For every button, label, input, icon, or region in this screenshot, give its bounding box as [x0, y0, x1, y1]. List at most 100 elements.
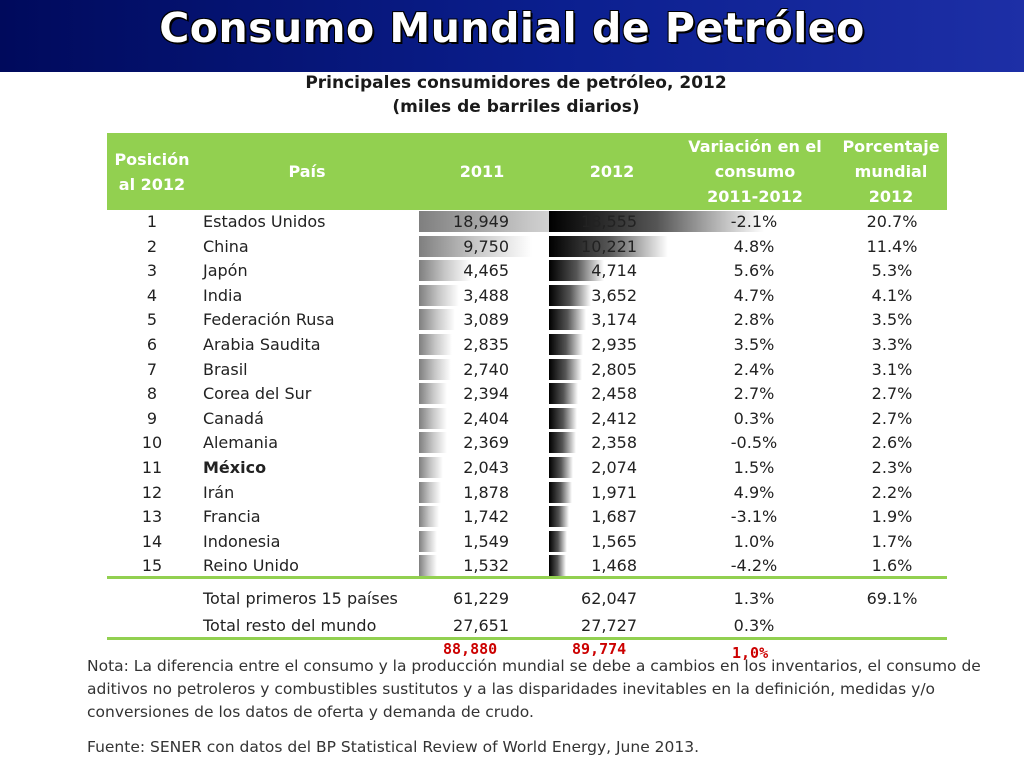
- value-2011-cell: 2,394: [463, 384, 509, 404]
- header-porcentaje: Porcentaje mundial 2012: [831, 134, 951, 209]
- country-cell: Irán: [203, 482, 235, 502]
- variation-cell: -3.1%: [730, 507, 778, 527]
- country-cell: México: [203, 458, 267, 477]
- total-variacion: 1.3%: [733, 589, 775, 608]
- value-2011-cell: 4,465: [463, 261, 509, 281]
- table-row: 2 China 9,750 10,221 4.8% 11.4%: [107, 235, 947, 259]
- country-cell: Corea del Sur: [203, 384, 312, 404]
- bar-2012: [549, 407, 577, 429]
- position-cell: 3: [146, 261, 158, 281]
- country-cell: Reino Unido: [203, 556, 299, 576]
- value-2012-cell: 4,714: [591, 261, 637, 281]
- percent-cell: 3.1%: [871, 359, 913, 379]
- totals-divider: [107, 576, 947, 579]
- bar-2012: [549, 260, 604, 282]
- header-porcentaje-line1: Porcentaje: [842, 137, 940, 156]
- note-paragraph: Nota: La diferencia entre el consumo y l…: [87, 655, 981, 724]
- bar-2011: [419, 530, 437, 552]
- country-cell: Alemania: [203, 433, 279, 453]
- bar-2012: [549, 506, 569, 528]
- table-row: 4 India 3,488 3,652 4.7% 4.1%: [107, 284, 947, 308]
- variation-cell: 4.9%: [733, 482, 775, 502]
- total-2012: 62,047: [581, 589, 637, 608]
- country-cell: Estados Unidos: [203, 212, 326, 231]
- bar-2012: [549, 432, 577, 454]
- header-porcentaje-line2: mundial: [854, 162, 928, 181]
- header-2012: 2012: [589, 162, 635, 181]
- table-row: 15 Reino Unido 1,532 1,468 -4.2% 1.6%: [107, 554, 947, 578]
- variation-cell: 1.0%: [733, 531, 775, 551]
- position-cell: 13: [141, 507, 163, 527]
- value-2011-cell: 2,369: [463, 433, 509, 453]
- header-variacion: Variación en el consumo 2011-2012: [687, 134, 823, 209]
- variation-cell: 0.3%: [733, 408, 775, 428]
- percent-cell: 4.1%: [871, 285, 913, 305]
- table-bottom-rule: [107, 637, 947, 640]
- table-row: 6 Arabia Saudita 2,835 2,935 3.5% 3.3%: [107, 333, 947, 357]
- bar-2012: [549, 383, 578, 405]
- country-cell: India: [203, 285, 243, 305]
- value-2011-cell: 1,878: [463, 482, 509, 502]
- percent-cell: 2.7%: [871, 408, 913, 428]
- value-2012-cell: 2,412: [591, 408, 637, 428]
- percent-cell: 11.4%: [866, 236, 918, 256]
- table-row: 1 Estados Unidos 18,949 18,555 -2.1% 20.7%: [107, 210, 947, 234]
- bar-2012: [549, 334, 584, 355]
- variation-cell: 2.4%: [733, 359, 775, 379]
- table-row: 12 Irán 1,878 1,971 4.9% 2.2%: [107, 481, 947, 505]
- note-line: conversiones de los datos de oferta y de…: [87, 703, 534, 721]
- variation-cell: 4.7%: [733, 285, 775, 305]
- header-variacion-line1: Variación en el: [688, 137, 822, 156]
- variation-cell: 5.6%: [733, 261, 775, 281]
- variation-cell: -4.2%: [730, 556, 778, 576]
- position-cell: 10: [141, 433, 163, 453]
- variation-cell: 2.7%: [733, 384, 775, 404]
- table-row: 5 Federación Rusa 3,089 3,174 2.8% 3.5%: [107, 308, 947, 332]
- percent-cell: 1.6%: [871, 556, 913, 576]
- table-header: Posición al 2012 País 2011 2012 Variació…: [107, 133, 947, 210]
- header-posicion-line2: al 2012: [118, 175, 186, 194]
- variation-cell: 1.5%: [733, 458, 775, 477]
- country-cell: China: [203, 236, 249, 256]
- bar-2012: [549, 555, 567, 577]
- note-line: Nota: La diferencia entre el consumo y l…: [87, 657, 981, 675]
- position-cell: 4: [146, 285, 158, 305]
- bar-2011: [419, 407, 447, 429]
- position-cell: 11: [141, 458, 163, 477]
- header-variacion-line2: consumo: [714, 162, 796, 181]
- country-cell: Canadá: [203, 408, 264, 428]
- variation-cell: 4.8%: [733, 236, 775, 256]
- header-posicion-line1: Posición: [114, 150, 190, 169]
- bar-2011: [419, 309, 455, 331]
- value-2011-cell: 1,742: [463, 507, 509, 527]
- handwritten-total-variacion: 1,0%: [732, 644, 769, 662]
- note-line: aditivos no petroleros y combustibles su…: [87, 680, 936, 698]
- bar-2011: [419, 235, 533, 257]
- percent-cell: 3.5%: [871, 310, 913, 330]
- value-2011-cell: 18,949: [453, 212, 509, 231]
- bar-2012: [549, 235, 668, 257]
- bar-2012: [549, 358, 582, 380]
- value-2011-cell: 3,089: [463, 310, 509, 330]
- position-cell: 8: [146, 384, 158, 404]
- value-2011-cell: 2,835: [463, 335, 509, 354]
- bar-2012: [549, 211, 765, 232]
- table-row: 10 Alemania 2,369 2,358 -0.5% 2.6%: [107, 431, 947, 455]
- value-2011-cell: 1,532: [463, 556, 509, 576]
- handwritten-total-2012: 89,774: [572, 640, 627, 658]
- table-row-total-top15: Total primeros 15 países 61,229 62,047 1…: [107, 587, 947, 611]
- slide-title: Consumo Mundial de Petróleo: [159, 4, 865, 52]
- total-label: Total primeros 15 países: [203, 589, 398, 608]
- position-cell: 15: [141, 556, 163, 576]
- position-cell: 6: [146, 335, 158, 354]
- header-posicion: Posición al 2012: [107, 147, 197, 197]
- header-2011: 2011: [459, 162, 505, 181]
- value-2011-cell: 9,750: [463, 236, 509, 256]
- table-row: 3 Japón 4,465 4,714 5.6% 5.3%: [107, 259, 947, 283]
- total-2012: 27,727: [581, 616, 637, 635]
- value-2012-cell: 2,805: [591, 359, 637, 379]
- country-cell: Francia: [203, 507, 261, 527]
- percent-cell: 2.2%: [871, 482, 913, 502]
- bar-2011: [419, 457, 443, 478]
- variation-cell: 2.8%: [733, 310, 775, 330]
